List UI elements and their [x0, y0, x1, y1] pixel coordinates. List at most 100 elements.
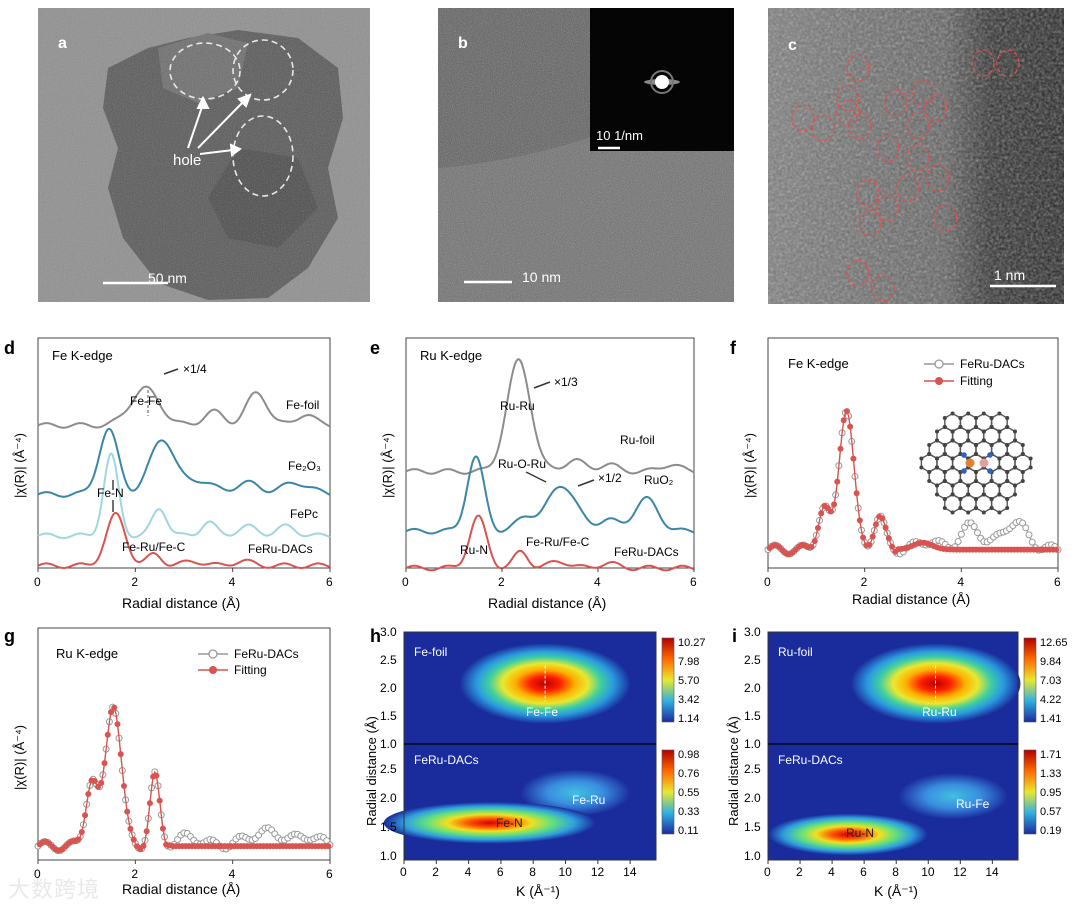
carbon-atom	[950, 429, 955, 434]
x-tick-label: 4	[957, 575, 964, 589]
colorbar-label: 1.14	[678, 713, 699, 725]
fitting-point	[882, 524, 889, 531]
experimental-point	[957, 530, 965, 538]
carbon-atom	[1005, 443, 1010, 447]
series-line	[405, 455, 695, 535]
wt-top-name-i: Ru-foil	[778, 645, 813, 659]
carbon-atom	[1028, 465, 1033, 470]
x-tick-label: 4	[229, 575, 236, 589]
fitting-point	[856, 517, 863, 524]
annotation-fe-ru-fe-c-e: Fe-Ru/Fe-C	[526, 535, 590, 549]
wt-hotspot-bottom	[768, 813, 928, 856]
x-tick-label: 0	[34, 575, 41, 589]
carbon-atom	[974, 479, 978, 483]
plot-frame-g	[37, 627, 331, 861]
carbon-atom	[1005, 416, 1010, 420]
y-axis-label-e: |χ(R)| (Å⁻⁴)	[380, 433, 395, 498]
carbon-atom	[997, 411, 1002, 416]
atom-circle	[858, 209, 882, 237]
carbon-atom	[981, 483, 986, 488]
fitting-point	[104, 731, 111, 738]
x-tick-label: 2	[131, 867, 138, 881]
x-axis-label-g: Radial distance (Å)	[122, 881, 240, 897]
carbon-atom	[958, 443, 963, 447]
n-atom	[961, 452, 967, 458]
series-label-ru-foil: Ru-foil	[620, 433, 655, 447]
chart-title-e: Ru K-edge	[420, 348, 482, 363]
carbon-ring	[1014, 453, 1032, 473]
hrtem-image-b: 10 1/nm b 10 nm	[438, 8, 734, 302]
carbon-atom	[974, 425, 978, 429]
fitting-point	[153, 772, 160, 779]
colorbar-label: 1.41	[1040, 713, 1061, 725]
annotation-x1-2: ×1/2	[598, 471, 622, 485]
carbon-atom	[950, 492, 955, 497]
series-label-ruo2: RuO₂	[644, 473, 674, 487]
carbon-atom	[942, 470, 947, 474]
carbon-atom	[919, 456, 924, 461]
fitting-point	[130, 836, 137, 843]
carbon-atom	[1005, 470, 1010, 474]
colorbar-label: 0.95	[1040, 787, 1061, 799]
carbon-atom	[942, 497, 947, 501]
colorbar	[1023, 637, 1037, 723]
annotation-ru-n: Ru-N	[460, 543, 488, 557]
carbon-atom	[997, 510, 1002, 515]
experimental-point	[1025, 531, 1033, 539]
colorbar-label: 10.27	[678, 637, 706, 649]
fe-atom	[965, 458, 975, 468]
hrtem-image-panel-b: 10 1/nm b 10 nm	[438, 8, 734, 302]
carbon-atom	[1013, 438, 1017, 443]
carbon-atom	[966, 438, 971, 443]
carbon-atom	[942, 452, 947, 456]
fitting-point	[143, 828, 150, 835]
series-line	[37, 385, 331, 429]
x-axis-label-f: Radial distance (Å)	[852, 591, 970, 607]
y-axis-label-g: |χ(R)| (Å⁻⁴)	[12, 725, 27, 790]
y-tick-label: 3.0	[744, 625, 761, 639]
y-tick-label: 2.0	[744, 791, 761, 805]
carbon-atom	[958, 479, 963, 483]
series-line	[405, 514, 695, 572]
panel-letter-e: e	[370, 338, 380, 358]
carbon-atom	[989, 425, 994, 429]
carbon-atom	[974, 506, 978, 510]
colorbar	[661, 749, 675, 835]
fitting-point	[120, 783, 127, 790]
atom-circle	[884, 89, 908, 117]
x-tick-label: 0	[764, 865, 771, 879]
wt-bottom-peak1-i: Ru-N	[846, 826, 874, 840]
atom-circle	[846, 54, 870, 82]
carbon-atom	[997, 483, 1002, 488]
carbon-atom	[981, 492, 986, 497]
y-tick-label: 2.0	[380, 791, 397, 805]
carbon-atom	[997, 456, 1002, 461]
y-tick-label: 1.0	[380, 849, 397, 863]
x-tick-label: 12	[591, 865, 605, 879]
wavelet-panel-i: i 0 2 4 6 8 10 12 14 1.0 1.5 2.0 2.5 3.0 1.0 1.5 2.0 2.5…	[722, 620, 1080, 908]
experimental-point	[973, 529, 981, 537]
chart-panel-g: g Ru K-edge FeRu-DACs Fitting 0 2 4 6 Radia…	[0, 620, 360, 908]
fitting-point	[114, 721, 121, 728]
atom-circle	[924, 94, 948, 122]
carbon-atom	[966, 429, 971, 434]
carbon-atom	[989, 443, 994, 447]
y-tick-label: 1.5	[380, 709, 397, 723]
experimental-point	[1028, 538, 1036, 546]
experimental-point	[954, 538, 962, 546]
ru-atom	[979, 458, 989, 468]
tem-image-panel-a: hole a 50 nm	[38, 8, 370, 302]
series-line	[405, 358, 695, 475]
fitting-point	[808, 543, 815, 550]
fitting-point	[117, 751, 124, 758]
carbon-atom	[935, 465, 939, 470]
wt-top-peak-i: Ru-Ru	[922, 705, 957, 719]
x-tick-label: 14	[623, 865, 637, 879]
carbon-atom	[974, 497, 978, 501]
carbon-atom	[935, 492, 939, 497]
fitting-point	[814, 525, 821, 532]
carbon-atom	[935, 438, 939, 443]
wt-bottom-peak1-h: Fe-N	[496, 816, 523, 830]
fitting-point	[853, 490, 860, 497]
colorbar-label: 0.33	[678, 806, 699, 818]
